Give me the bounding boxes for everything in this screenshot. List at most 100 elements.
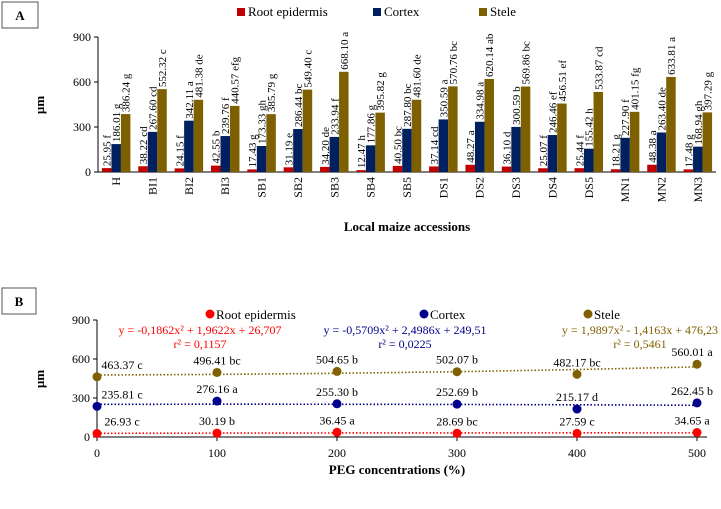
x-tick-label: 500	[688, 446, 706, 460]
data-label: 177.86 g	[366, 104, 378, 143]
data-label: 24.15 f	[174, 135, 186, 167]
legend-label: Stele	[490, 4, 516, 19]
trend-equation: y = -0,1862x² + 1,9622x + 26,707	[119, 323, 282, 337]
legend-label: Stele	[594, 307, 620, 322]
data-label: 456.51 ef	[557, 60, 569, 102]
bar	[101, 168, 112, 172]
x-tick-label: SB1	[255, 177, 269, 198]
legend-label: Cortex	[430, 307, 466, 322]
data-label: 533.87 cd	[593, 46, 605, 90]
data-label: 34.20 de	[320, 127, 332, 165]
bar	[402, 128, 412, 172]
x-tick-label: DS3	[509, 177, 523, 198]
trend-equation: y = -0,5709x² + 2,4986x + 249,51	[324, 323, 487, 337]
data-point	[92, 401, 102, 411]
bar	[557, 103, 567, 172]
bar	[283, 167, 294, 172]
x-tick-label: BI2	[182, 177, 196, 195]
data-label: 252.69 b	[436, 385, 478, 399]
bar	[302, 89, 313, 172]
data-label: 342.11 a	[184, 81, 196, 119]
data-point	[332, 399, 342, 409]
data-label: 36.10 d	[502, 131, 514, 165]
bar	[247, 169, 257, 172]
bar	[339, 71, 349, 172]
x-axis-title: Local maize accessions	[344, 219, 470, 234]
x-tick-label: 400	[568, 446, 586, 460]
data-point	[332, 427, 342, 437]
bar	[666, 76, 676, 172]
bar	[538, 168, 548, 172]
bar	[329, 136, 340, 172]
legend-label: Root epidermis	[216, 307, 296, 322]
data-label: 262.45 b	[671, 384, 713, 398]
legend-marker	[205, 309, 215, 319]
r-squared: r² = 0,1157	[174, 337, 227, 351]
data-point	[212, 428, 222, 438]
data-point	[452, 399, 462, 409]
data-label: 504.65 b	[316, 352, 358, 366]
data-label: 28.69 bc	[436, 414, 477, 428]
data-label: 267.60 cd	[148, 86, 160, 130]
data-label: 186.01 g	[111, 103, 123, 142]
data-point	[212, 396, 222, 406]
bar	[448, 86, 458, 172]
legend-swatch	[479, 8, 487, 16]
legend-label: Root epidermis	[248, 4, 328, 19]
data-label: 334.98 a	[475, 82, 487, 120]
bar	[365, 145, 376, 172]
data-label: 397.29 g	[702, 71, 714, 110]
bar	[620, 137, 630, 172]
data-label: 395.82 g	[375, 72, 387, 111]
y-tick-label: 300	[72, 391, 90, 405]
bar	[438, 119, 449, 172]
bar	[656, 132, 667, 172]
bar	[375, 112, 385, 172]
r-squared: r² = 0,0225	[378, 337, 431, 351]
data-label: 496.41 bc	[193, 353, 240, 367]
bar	[392, 165, 403, 172]
data-label: 30.19 b	[199, 414, 235, 428]
bar	[293, 129, 303, 172]
data-label: 463.37 c	[101, 358, 142, 372]
x-tick-label: DS4	[545, 177, 559, 198]
x-tick-label: 100	[208, 446, 226, 460]
data-label: 263.40 de	[656, 87, 668, 131]
x-tick-label: DS1	[436, 177, 450, 198]
data-point	[332, 366, 342, 376]
data-label: 668.10 a	[339, 32, 351, 70]
data-label: 552.32 c	[157, 49, 169, 87]
data-point	[692, 359, 702, 369]
x-tick-label: SB3	[327, 177, 341, 198]
data-label: 38.22 cd	[138, 126, 150, 164]
y-tick-label: 900	[73, 30, 91, 44]
legend-swatch	[237, 8, 245, 16]
data-label: 168.94 gh	[693, 100, 705, 145]
bar	[138, 166, 148, 172]
data-label: 25.95 f	[102, 135, 114, 167]
data-label: 40.50 bc	[393, 126, 405, 164]
x-axis-title: PEG concentrations (%)	[329, 462, 465, 477]
bar	[157, 89, 167, 172]
y-axis-title: µm	[32, 96, 47, 114]
bar	[584, 148, 594, 172]
panel-a-letter: A	[15, 8, 25, 23]
bar	[266, 114, 276, 172]
bar	[229, 105, 240, 172]
data-label: 31.19 e	[283, 133, 295, 166]
data-point	[452, 367, 462, 377]
data-label: 401.15 fg	[630, 67, 642, 110]
bar	[193, 99, 204, 172]
data-point	[572, 404, 582, 414]
data-point	[692, 398, 702, 408]
bar	[320, 166, 330, 172]
bar	[465, 164, 475, 172]
y-tick-label: 0	[85, 165, 91, 179]
data-point	[92, 428, 102, 438]
data-point	[452, 428, 462, 438]
bar	[693, 146, 703, 172]
data-label: 276.16 a	[196, 382, 238, 396]
data-label: 300.59 b	[511, 86, 523, 125]
bar	[484, 78, 494, 172]
